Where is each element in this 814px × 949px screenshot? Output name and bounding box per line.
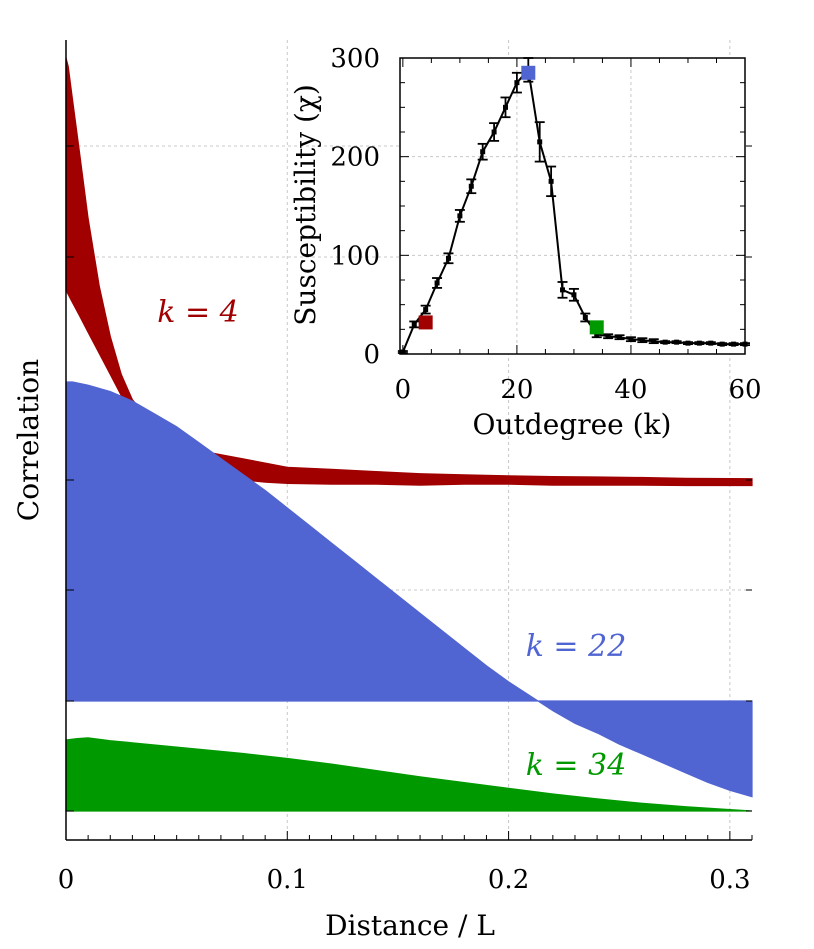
inset-data-point	[468, 183, 474, 189]
inset-data-point	[731, 341, 737, 347]
main-y-axis-label: Correlation	[12, 359, 45, 521]
inset-data-point	[491, 129, 497, 135]
inset-data-point	[719, 341, 725, 347]
inset-data-point	[674, 339, 680, 345]
inset-data-point	[662, 339, 668, 345]
inset-x-tick-label: 20	[500, 375, 533, 405]
inset-data-point	[434, 280, 440, 286]
area-series-2	[65, 381, 753, 798]
inset-data-point	[708, 340, 714, 346]
inset-data-point	[445, 255, 451, 261]
inset-data-point	[514, 80, 520, 86]
inset-data-point	[548, 178, 554, 184]
inset-data-point	[605, 333, 611, 339]
main-area-series	[65, 57, 753, 812]
inset-data-point	[651, 338, 657, 344]
inset-data-point	[457, 213, 463, 219]
inset-highlight-marker	[521, 65, 536, 80]
inset-highlight-marker	[589, 320, 604, 335]
area-series-3	[65, 737, 753, 812]
main-x-tick-label: 0	[58, 865, 75, 895]
inset-data-point	[639, 337, 645, 343]
series-label-2: k = 22	[526, 629, 627, 664]
inset-gridlines	[400, 58, 745, 354]
inset-y-tick-label: 0	[363, 340, 380, 370]
inset-x-tick-label: 60	[728, 375, 761, 405]
inset-data-point	[628, 336, 634, 342]
main-series-labels: k = 4 k = 22 k = 34	[157, 295, 626, 783]
inset-data-point	[537, 139, 543, 145]
inset-background	[400, 58, 745, 354]
inset-data-point	[502, 104, 508, 110]
inset-data-point	[685, 340, 691, 346]
main-x-tick-label: 0.1	[267, 865, 308, 895]
main-ticks: 0 0.1 0.2 0.3	[58, 145, 753, 895]
inset-x-axis-label: Outdegree (k)	[473, 408, 672, 441]
inset-x-tick-label: 0	[395, 375, 412, 405]
inset-data-point	[696, 340, 702, 346]
inset-ticks: 0 20 40 60 0 100 200 300	[330, 44, 761, 405]
inset-x-tick-label: 40	[614, 375, 647, 405]
inset-data-point	[582, 314, 588, 320]
main-axes	[65, 40, 752, 841]
inset-y-axis-label: Susceptibility (χ)	[289, 84, 322, 326]
series-label-1: k = 4	[157, 295, 238, 330]
main-x-tick-label: 0.3	[709, 865, 750, 895]
main-x-tick-label: 0.2	[488, 865, 529, 895]
inset-data-point	[480, 149, 486, 155]
inset-chart: 0 20 40 60 0 100 200 300 Outdegree (k) Suscepti…	[289, 44, 762, 441]
inset-y-tick-label: 300	[330, 44, 380, 74]
inset-data-point	[423, 307, 429, 313]
main-x-axis-label: Distance / L	[325, 909, 495, 942]
inset-data-point	[560, 287, 566, 293]
series-label-3: k = 34	[526, 748, 627, 783]
inset-data-point	[617, 334, 623, 340]
inset-data-point	[571, 292, 577, 298]
inset-y-tick-label: 100	[330, 241, 380, 271]
inset-data-point	[411, 321, 417, 327]
inset-highlight-marker	[418, 315, 433, 330]
inset-y-tick-label: 200	[330, 143, 380, 173]
